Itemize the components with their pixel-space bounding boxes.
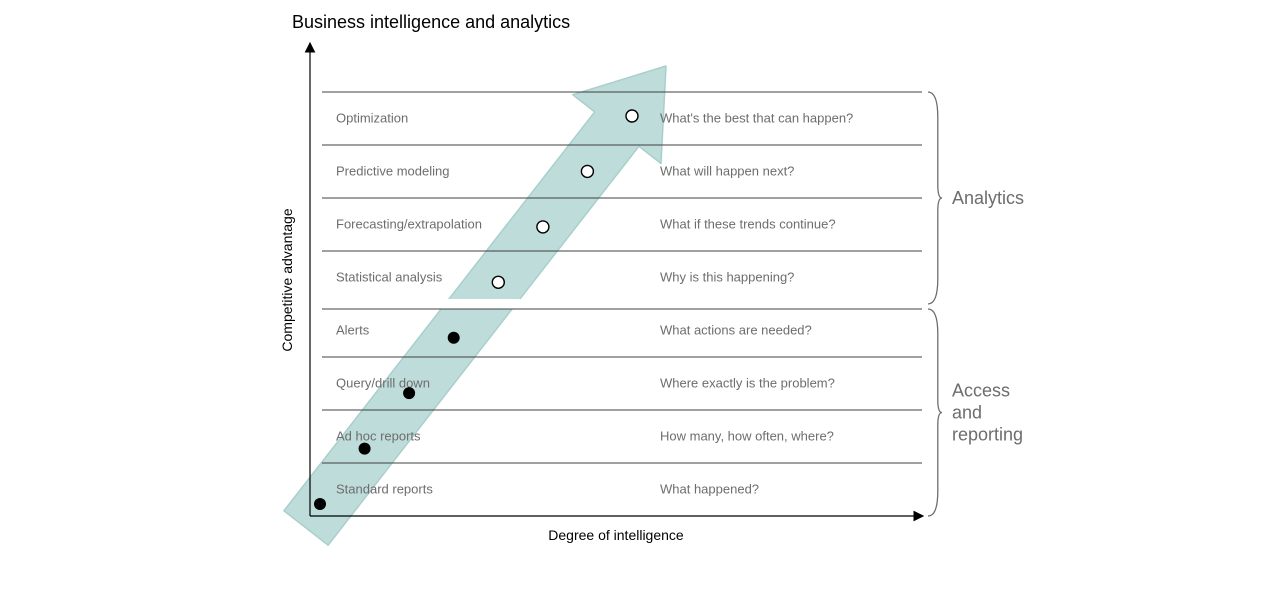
capability-question: What actions are needed? bbox=[660, 323, 812, 338]
group-label: Analytics bbox=[952, 188, 1024, 208]
group-brace bbox=[928, 309, 942, 516]
reporting-dot bbox=[314, 498, 326, 510]
analytics-dot bbox=[537, 221, 549, 233]
bi-analytics-diagram: Optimization What's the best that can hap… bbox=[0, 0, 1280, 600]
group-brace bbox=[928, 92, 942, 304]
analytics-dot bbox=[581, 165, 593, 177]
capability-label: Query/drill down bbox=[336, 376, 430, 391]
reporting-dot bbox=[359, 443, 371, 455]
capability-label: Statistical analysis bbox=[336, 270, 443, 285]
x-axis-label: Degree of intelligence bbox=[548, 527, 684, 543]
capability-question: How many, how often, where? bbox=[660, 429, 834, 444]
capability-question: Where exactly is the problem? bbox=[660, 376, 835, 391]
capability-label: Standard reports bbox=[336, 482, 433, 497]
analytics-dot bbox=[626, 110, 638, 122]
capability-question: What if these trends continue? bbox=[660, 217, 836, 232]
group-gap bbox=[322, 299, 922, 309]
group-label: Access bbox=[952, 381, 1010, 401]
capability-label: Predictive modeling bbox=[336, 164, 449, 179]
capability-label: Ad hoc reports bbox=[336, 429, 421, 444]
y-axis-label: Competitive advantage bbox=[279, 208, 295, 351]
capability-label: Alerts bbox=[336, 323, 370, 338]
reporting-dot bbox=[403, 387, 415, 399]
analytics-dot bbox=[492, 276, 504, 288]
capability-question: Why is this happening? bbox=[660, 270, 794, 285]
capability-question: What happened? bbox=[660, 482, 759, 497]
capability-label: Optimization bbox=[336, 111, 408, 126]
reporting-dot bbox=[448, 332, 460, 344]
group-label: reporting bbox=[952, 425, 1023, 445]
group-label: and bbox=[952, 403, 982, 423]
capability-question: What will happen next? bbox=[660, 164, 794, 179]
capability-question: What's the best that can happen? bbox=[660, 111, 853, 126]
chart-title: Business intelligence and analytics bbox=[292, 12, 570, 32]
capability-label: Forecasting/extrapolation bbox=[336, 217, 482, 232]
